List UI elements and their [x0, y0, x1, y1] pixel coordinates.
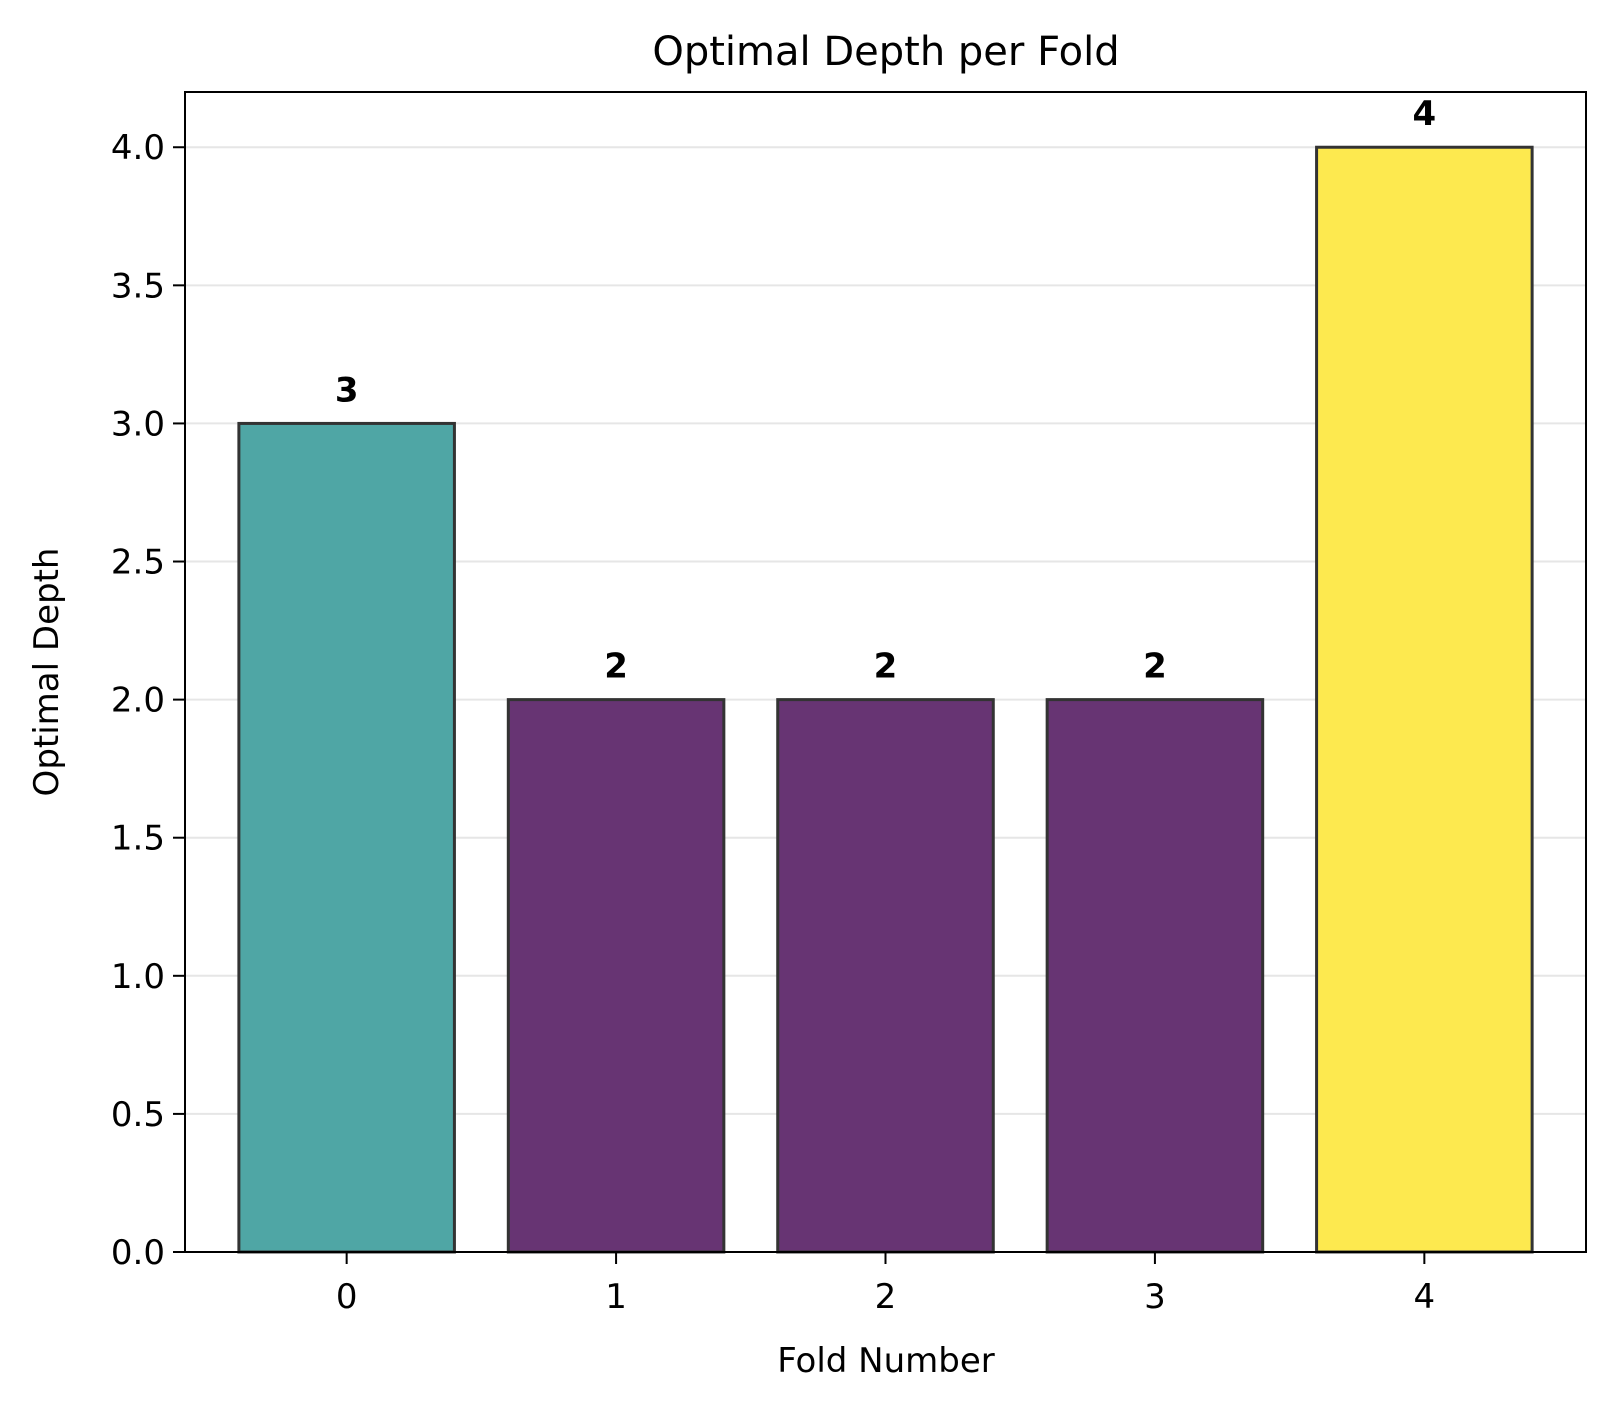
y-tick-label: 2.5 [111, 543, 165, 583]
bar [1045, 698, 1265, 1254]
y-tick-label: 3.5 [111, 266, 165, 306]
data-labels: 3 2 2 2 4 [335, 94, 1436, 686]
x-axis-label: Fold Number [777, 1341, 995, 1381]
bar [506, 698, 726, 1254]
x-tick-label: 0 [336, 1277, 358, 1317]
y-axis: 0.0 0.5 1.0 1.5 2.0 2.5 3.0 3.5 4.0 [111, 128, 185, 1273]
bar [237, 421, 456, 1254]
y-tick-label: 1.0 [111, 957, 165, 997]
bar [776, 698, 995, 1254]
x-tick-label: 2 [875, 1277, 897, 1317]
x-tick-label: 1 [605, 1277, 627, 1317]
bar-value-label: 2 [604, 647, 628, 687]
bar-value-label: 3 [335, 370, 359, 410]
chart-title: Optimal Depth per Fold [652, 29, 1119, 75]
x-tick-label: 4 [1414, 1277, 1436, 1317]
bar-value-label: 2 [874, 647, 898, 687]
x-axis: 0 1 2 3 4 [336, 1252, 1435, 1317]
bar-value-label: 4 [1413, 94, 1437, 134]
bar [1315, 145, 1534, 1254]
y-tick-label: 2.0 [111, 681, 165, 721]
bar-value-label: 2 [1143, 647, 1167, 687]
y-tick-label: 3.0 [111, 404, 165, 444]
y-tick-label: 4.0 [111, 128, 165, 168]
y-tick-label: 0.5 [111, 1095, 165, 1135]
y-tick-label: 0.0 [111, 1233, 165, 1273]
y-tick-label: 1.5 [111, 819, 165, 859]
x-tick-label: 3 [1144, 1277, 1166, 1317]
y-axis-label: Optimal Depth [27, 548, 67, 797]
bars [237, 145, 1534, 1254]
